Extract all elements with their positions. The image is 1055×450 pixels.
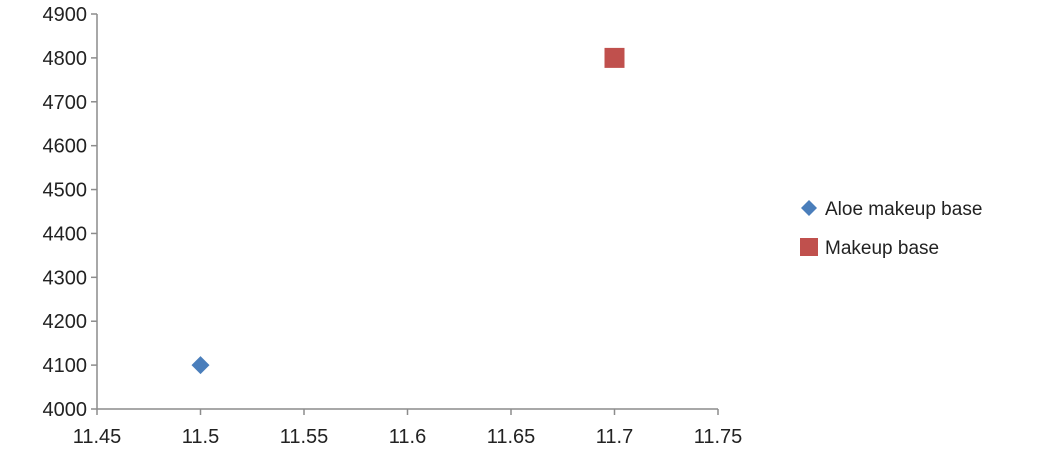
x-tick-label: 11.5 (182, 426, 219, 448)
tick-labels: 4000 4100 4200 4300 4400 4500 4600 4700 4800 4900… (43, 4, 743, 448)
x-tick-label: 11.6 (389, 426, 426, 448)
legend: Aloe makeup base Makeup base (800, 199, 982, 259)
x-tick-label: 11.65 (487, 426, 536, 448)
y-tick-label: 4000 (43, 399, 88, 421)
legend-diamond-marker (801, 200, 817, 216)
x-tick-label: 11.45 (73, 426, 122, 448)
x-tick-label: 11.75 (694, 426, 743, 448)
data-point-square (604, 47, 625, 68)
y-tick-label: 4400 (43, 223, 88, 245)
y-tick-label: 4600 (43, 136, 88, 158)
legend-label: Aloe makeup base (825, 199, 982, 220)
y-tick-label: 4300 (43, 267, 88, 289)
data-points (191, 47, 625, 375)
y-tick-label: 4100 (43, 355, 88, 377)
x-tick-label: 11.55 (280, 426, 329, 448)
legend-label: Makeup base (825, 238, 939, 259)
x-tick-label: 11.7 (596, 426, 633, 448)
y-tick-label: 4900 (43, 4, 88, 26)
data-point-diamond (191, 356, 210, 375)
legend-square-marker (800, 238, 818, 256)
y-tick-label: 4200 (43, 311, 88, 333)
axes (91, 13, 719, 415)
y-tick-label: 4700 (43, 92, 88, 114)
y-tick-label: 4800 (43, 48, 88, 70)
y-tick-label: 4500 (43, 180, 88, 202)
